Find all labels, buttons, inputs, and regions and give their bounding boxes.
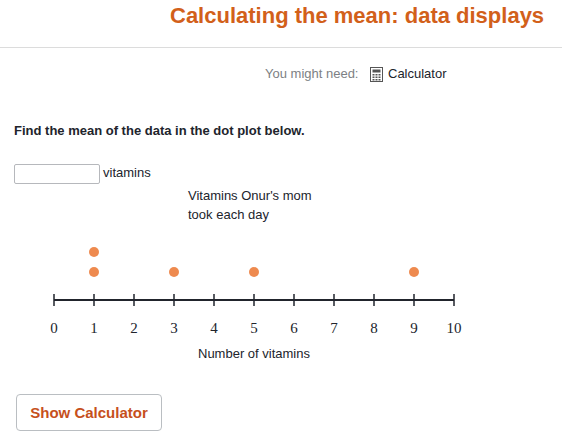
marks (89, 247, 419, 277)
x-tick-label: 1 (90, 320, 98, 336)
header-title: Calculating the mean: data displays (170, 3, 544, 29)
x-tick-label: 7 (330, 320, 338, 336)
icon-key (376, 77, 378, 79)
icon-key (379, 79, 381, 81)
x-tick-label: 3 (170, 320, 178, 336)
x-tick (453, 294, 455, 306)
answer-unit: vitamins (103, 165, 151, 180)
x-tick-label: 0 (50, 320, 58, 336)
x-tick (213, 294, 215, 306)
x-tick-label: 2 (130, 320, 138, 336)
x-axis-label: Number of vitamins (198, 346, 310, 361)
x-tick-label: 8 (370, 320, 378, 336)
x-tick-label: 6 (290, 320, 298, 336)
icon-key (379, 74, 381, 76)
tool-hint: You might need: (265, 66, 358, 81)
show-calculator-button[interactable]: Show Calculator (16, 394, 162, 431)
x-tick (253, 294, 255, 306)
icon-screen (373, 70, 381, 73)
x-tick (373, 294, 375, 306)
x-tick (173, 294, 175, 306)
icon-frame (371, 68, 383, 82)
icon-key (376, 79, 378, 81)
answer-input[interactable] (14, 164, 100, 184)
x-tick-label: 9 (410, 320, 418, 336)
dot (169, 267, 179, 277)
x-tick (413, 294, 415, 306)
icon-key (373, 74, 375, 76)
icon-key (373, 79, 375, 81)
question: Find the mean of the data in the dot plo… (14, 123, 305, 138)
header-rule (0, 47, 562, 48)
dot (249, 267, 259, 277)
x-tick (333, 294, 335, 306)
x-tick (133, 294, 135, 306)
dot (89, 267, 99, 277)
icon-key (376, 74, 378, 76)
icon-key (373, 77, 375, 79)
dot (89, 247, 99, 257)
x-tick (93, 294, 95, 306)
dot (409, 267, 419, 277)
x-tick-label: 4 (210, 320, 218, 336)
x-tick-label: 10 (447, 320, 462, 336)
x-tick-label: 5 (250, 320, 258, 336)
calculator-icon (370, 67, 383, 82)
x-tick (53, 294, 55, 306)
chart-title: Vitamins Onur's mom took each day (188, 186, 338, 224)
dot-plot: 0 1 2 3 4 5 6 7 8 9 10 Number of vitamins (0, 0, 562, 440)
icon-key (379, 77, 381, 79)
x-tick (293, 294, 295, 306)
tool-name: Calculator (388, 66, 447, 81)
